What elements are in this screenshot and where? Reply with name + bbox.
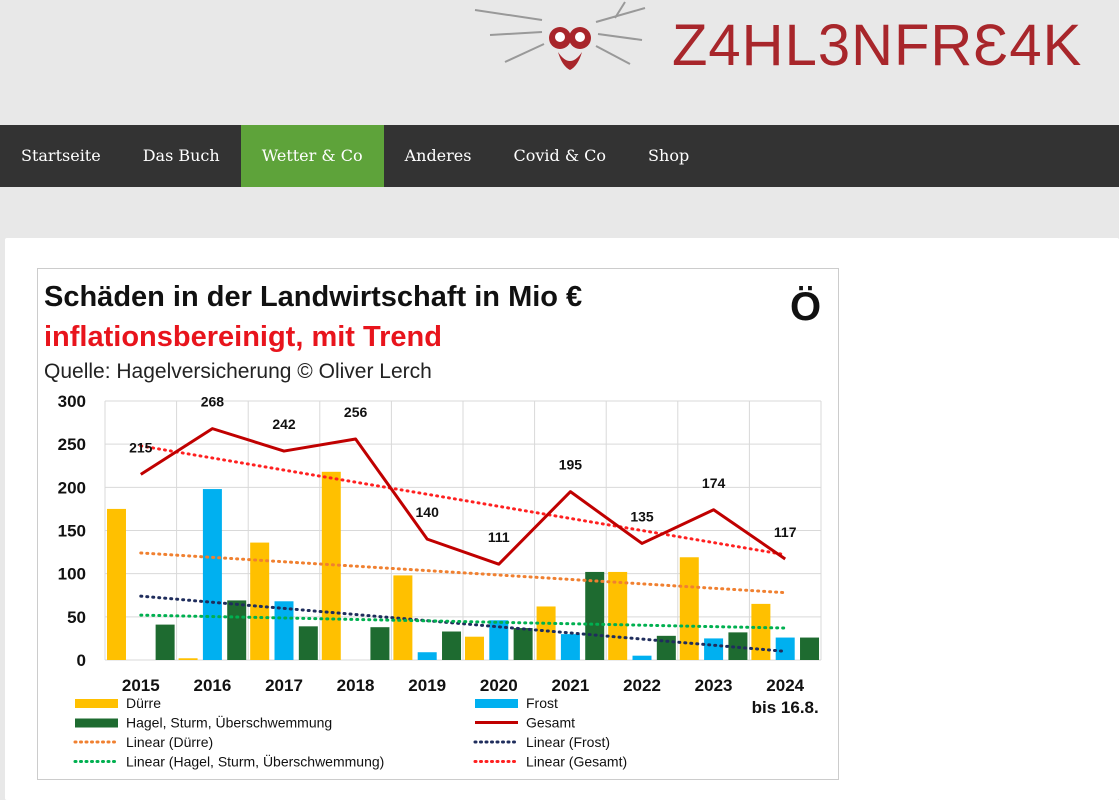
bar-hagel-sturm-überschwemmung-2019: [442, 631, 462, 660]
x-tick-label-2019: 2019: [408, 676, 446, 695]
nav-item-wetter-co[interactable]: Wetter & Co: [240, 125, 384, 187]
x-tick-label-2023: 2023: [695, 676, 733, 695]
y-tick-label: 250: [58, 435, 86, 454]
bar-frost-2019: [417, 652, 437, 660]
bar-dürre-2015: [106, 508, 126, 660]
bar-dürre-2020: [464, 636, 484, 660]
data-label-2016: 268: [201, 394, 225, 410]
nav-item-shop[interactable]: Shop: [648, 146, 690, 165]
y-tick-label: 200: [58, 478, 86, 497]
chart-source: Quelle: Hagelversicherung © Oliver Lerch: [44, 360, 432, 383]
x-tick-label-2022: 2022: [623, 676, 661, 695]
bar-dürre-2021: [536, 606, 556, 660]
mouse-whiskers-icon[interactable]: [470, 0, 650, 80]
chart-image: Schäden in der Landwirtschaft in Mio € i…: [37, 268, 839, 780]
y-tick-label: 0: [77, 651, 86, 670]
nav-item-das-buch[interactable]: Das Buch: [142, 146, 220, 165]
bar-hagel-sturm-überschwemmung-2017: [298, 626, 318, 660]
bar-dürre-2024: [751, 603, 771, 660]
legend-swatch: [75, 718, 118, 728]
chart-logo: Ö: [790, 284, 821, 329]
data-label-2022: 135: [630, 508, 654, 524]
legend-label: Dürre: [126, 695, 161, 711]
trend-line-0: [139, 551, 787, 595]
damage-chart: Schäden in der Landwirtschaft in Mio € i…: [44, 281, 822, 770]
bar-hagel-sturm-überschwemmung-2015: [155, 624, 175, 660]
legend-label: Frost: [526, 695, 558, 711]
bar-hagel-sturm-überschwemmung-2021: [585, 571, 605, 660]
bar-frost-2024: [775, 637, 795, 660]
y-tick-label: 150: [58, 522, 86, 541]
bar-dürre-2023: [679, 557, 699, 660]
legend-swatch: [75, 699, 118, 708]
data-label-2019: 140: [416, 504, 440, 520]
legend-label: Linear (Dürre): [126, 734, 213, 750]
site-header: Z4HL3NFRƐ4K: [0, 0, 1119, 125]
data-label-2018: 256: [344, 404, 368, 420]
bar-frost-2017: [274, 601, 294, 660]
bar-frost-2016: [202, 489, 222, 660]
site-logo-text[interactable]: Z4HL3NFRƐ4K: [672, 13, 1083, 78]
data-label-2023: 174: [702, 475, 726, 491]
bar-dürre-2022: [608, 571, 628, 660]
bar-frost-2020: [489, 620, 509, 660]
data-label-2017: 242: [272, 416, 296, 432]
total-series-line: [139, 427, 787, 566]
x-tick-note: bis 16.8.: [752, 698, 819, 717]
legend-label: Linear (Frost): [526, 734, 610, 750]
y-tick-label: 300: [58, 392, 86, 411]
trend-line-1: [139, 594, 787, 653]
bar-hagel-sturm-überschwemmung-2022: [656, 635, 676, 660]
legend-label: Linear (Gesamt): [526, 754, 627, 770]
bar-hagel-sturm-überschwemmung-2024: [800, 637, 820, 660]
nav-item-anderes[interactable]: Anderes: [404, 146, 472, 165]
data-label-2024: 117: [774, 524, 797, 540]
legend-label: Linear (Hagel, Sturm, Überschwemmung): [126, 753, 384, 770]
bar-hagel-sturm-überschwemmung-2016: [227, 600, 247, 660]
x-tick-label-2015: 2015: [122, 676, 160, 695]
data-label-2015: 215: [129, 439, 153, 455]
nav-item-covid-co[interactable]: Covid & Co: [513, 146, 607, 165]
y-tick-label: 50: [67, 608, 86, 627]
main-navigation: Startseite Das Buch Wetter & Co Anderes Covi…: [0, 125, 1119, 187]
trend-line-2: [139, 613, 787, 630]
y-tick-label: 100: [58, 565, 86, 584]
bar-frost-2023: [704, 638, 724, 660]
legend-label: Gesamt: [526, 715, 575, 731]
x-tick-label-2017: 2017: [265, 676, 303, 695]
bar-hagel-sturm-überschwemmung-2020: [513, 628, 533, 660]
bar-hagel-sturm-überschwemmung-2018: [370, 627, 390, 660]
legend-label: Hagel, Sturm, Überschwemmung: [126, 714, 332, 731]
chart-title: Schäden in der Landwirtschaft in Mio €: [44, 281, 582, 313]
nav-item-startseite[interactable]: Startseite: [21, 146, 101, 165]
chart-subtitle: inflationsbereinigt, mit Trend: [44, 321, 442, 353]
legend-swatch: [475, 699, 518, 708]
bar-dürre-2017: [250, 542, 270, 660]
data-label-2020: 111: [488, 529, 510, 545]
x-tick-label-2021: 2021: [551, 676, 589, 695]
x-tick-label-2018: 2018: [337, 676, 375, 695]
bar-frost-2021: [560, 634, 580, 660]
x-tick-label-2016: 2016: [193, 676, 231, 695]
trend-line-3: [139, 444, 787, 557]
bar-dürre-2016: [178, 658, 198, 660]
x-tick-label-2020: 2020: [480, 676, 518, 695]
bar-frost-2022: [632, 655, 652, 660]
x-tick-label-2024: 2024: [766, 676, 804, 695]
data-label-2021: 195: [559, 457, 583, 473]
